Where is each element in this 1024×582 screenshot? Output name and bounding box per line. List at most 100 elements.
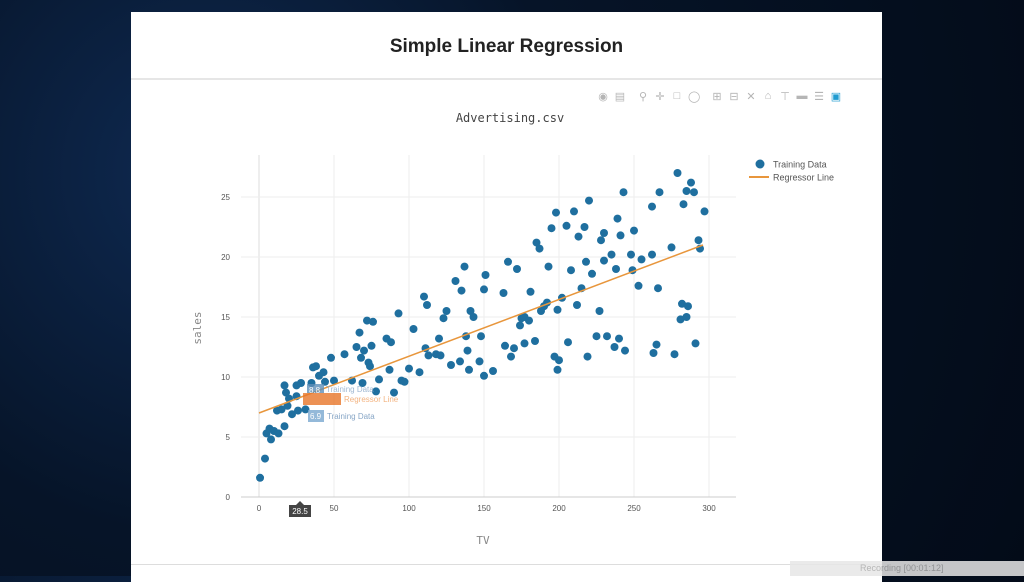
data-point xyxy=(477,332,485,341)
data-point xyxy=(466,307,475,315)
data-point xyxy=(256,473,265,482)
spike-lines-icon[interactable]: ⊤ xyxy=(780,91,790,103)
data-point xyxy=(588,269,596,278)
data-point xyxy=(684,302,692,311)
legend-label-regressor[interactable]: Regressor Line xyxy=(773,173,834,183)
home-icon[interactable]: ⌂ xyxy=(764,90,772,102)
box-select-icon[interactable]: □ xyxy=(673,90,681,102)
data-point xyxy=(585,196,593,205)
zoom-in-icon[interactable]: ⊞ xyxy=(712,91,722,103)
autoscale-icon[interactable]: ✕ xyxy=(746,91,756,103)
data-point xyxy=(667,243,676,252)
data-point xyxy=(532,238,541,247)
data-point xyxy=(526,287,535,296)
data-point xyxy=(553,305,562,314)
data-point xyxy=(619,188,628,197)
data-point xyxy=(297,379,305,387)
plotly-logo-icon[interactable]: ▣ xyxy=(830,91,842,103)
chart-title: Advertising.csv xyxy=(456,111,564,125)
data-point xyxy=(267,435,275,444)
legend-label-training[interactable]: Training Data xyxy=(773,160,827,170)
data-point xyxy=(679,200,688,209)
data-point xyxy=(552,208,560,217)
legend[interactable]: Training Data Regressor Line xyxy=(749,159,834,183)
y-tick-label: 5 xyxy=(226,433,231,442)
data-point xyxy=(294,406,302,415)
x-tick-label: 50 xyxy=(330,504,339,513)
plot-toolbar: ◉ ▤ ⚲ ✛ □ ◯ ⊞ ⊟ ✕ ⌂ ⊤ ▬ ☰ ▣ xyxy=(597,90,842,103)
data-point xyxy=(682,313,691,321)
save-icon[interactable]: ▤ xyxy=(614,91,626,103)
data-point xyxy=(670,350,679,359)
data-point xyxy=(352,343,361,351)
data-point xyxy=(357,353,365,362)
data-point xyxy=(330,376,338,385)
zoom-icon[interactable]: ⚲ xyxy=(638,91,648,103)
data-point xyxy=(592,332,601,341)
legend-marker-training xyxy=(755,159,765,169)
data-point xyxy=(600,229,608,237)
data-point xyxy=(327,353,335,362)
data-point xyxy=(277,405,286,414)
data-point xyxy=(573,301,581,309)
pan-icon[interactable]: ✛ xyxy=(655,91,665,103)
data-point xyxy=(648,250,656,259)
data-point xyxy=(531,337,539,345)
data-point xyxy=(582,257,590,266)
hover-value: 6.9 xyxy=(310,412,322,421)
hover-x-label: 28.5 xyxy=(289,501,311,517)
y-tick-label: 0 xyxy=(226,493,231,502)
data-point xyxy=(648,202,656,211)
data-point xyxy=(409,325,418,333)
data-point xyxy=(612,265,620,273)
hover-box-regressor xyxy=(303,393,341,405)
data-point xyxy=(678,299,686,308)
data-point xyxy=(394,309,403,318)
x-tick-label: 100 xyxy=(402,504,416,513)
data-point xyxy=(499,289,508,297)
data-point xyxy=(516,321,524,330)
y-axis-label: sales xyxy=(191,311,204,344)
hover-value: 8.8 xyxy=(309,386,321,395)
data-point xyxy=(424,351,433,360)
lasso-icon[interactable]: ◯ xyxy=(688,91,701,103)
data-point xyxy=(420,292,428,301)
data-point xyxy=(469,313,478,321)
zoom-out-icon[interactable]: ⊟ xyxy=(729,91,739,103)
data-point xyxy=(595,307,604,315)
data-point xyxy=(280,381,289,390)
data-point xyxy=(489,367,497,375)
data-point xyxy=(610,343,619,351)
recording-status-bar: Recording [00:01:12] xyxy=(790,561,1024,576)
data-point xyxy=(358,379,367,387)
divider xyxy=(131,564,882,565)
data-point xyxy=(567,266,575,275)
data-point xyxy=(283,401,292,410)
y-tick-label: 25 xyxy=(221,193,230,202)
data-point xyxy=(501,341,509,350)
hover-closest-icon[interactable]: ▬ xyxy=(796,90,808,102)
data-point xyxy=(504,257,512,266)
data-point xyxy=(460,262,469,271)
data-point xyxy=(603,332,611,341)
data-point xyxy=(405,364,413,373)
hover-name: Training Data xyxy=(327,412,375,421)
data-point xyxy=(627,250,635,259)
data-point xyxy=(621,346,629,355)
data-point xyxy=(282,388,290,397)
data-point xyxy=(607,250,616,259)
data-point xyxy=(481,271,490,279)
y-tick-label: 10 xyxy=(221,373,230,382)
data-point xyxy=(261,454,269,463)
data-point xyxy=(535,244,544,253)
data-point xyxy=(507,352,515,361)
hover-compare-icon[interactable]: ☰ xyxy=(814,91,824,103)
data-point xyxy=(615,334,623,343)
data-point xyxy=(480,285,488,294)
camera-icon[interactable]: ◉ xyxy=(598,91,608,103)
data-point xyxy=(682,187,691,195)
x-tick-label: 250 xyxy=(627,504,641,513)
data-point xyxy=(312,362,320,371)
svg-text:28.5: 28.5 xyxy=(292,507,308,516)
